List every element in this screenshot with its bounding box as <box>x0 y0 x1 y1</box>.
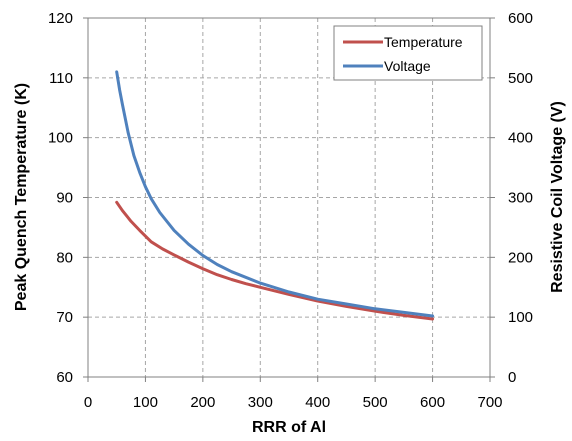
x-tick-label: 400 <box>305 394 330 411</box>
series-line-voltage <box>115 70 435 318</box>
series-lines <box>115 70 435 321</box>
y-right-tick-label: 500 <box>508 70 533 87</box>
y-left-tick-labels: 60 70 80 90 100 110 120 <box>48 10 88 386</box>
x-axis-title: RRR of Al <box>252 419 326 436</box>
x-tick-label: 300 <box>248 394 273 411</box>
legend-label-voltage: Voltage <box>384 58 431 74</box>
y-right-tick-label: 300 <box>508 190 533 207</box>
legend-label-temperature: Temperature <box>384 34 463 50</box>
y-right-tick-labels: 0 100 200 300 400 500 600 <box>490 10 533 386</box>
y-left-tick-label: 80 <box>56 249 73 266</box>
y-left-tick-label: 90 <box>56 190 73 207</box>
legend: Temperature Voltage <box>333 25 483 81</box>
y-right-axis-title: Resistive Coil Voltage (V) <box>549 101 566 293</box>
x-tick-label: 600 <box>420 394 445 411</box>
y-left-tick-label: 100 <box>48 130 73 147</box>
y-right-tick-label: 0 <box>508 369 516 386</box>
x-tick-label: 100 <box>133 394 158 411</box>
y-right-tick-label: 100 <box>508 309 533 326</box>
y-left-axis-title: Peak Quench Temperature (K) <box>13 83 30 311</box>
x-tick-label: 0 <box>84 394 92 411</box>
y-right-tick-label: 400 <box>508 130 533 147</box>
y-right-tick-label: 600 <box>508 10 533 27</box>
legend-box <box>333 25 483 81</box>
x-tick-label: 200 <box>190 394 215 411</box>
series-line-temperature <box>115 200 435 321</box>
y-left-tick-label: 110 <box>49 70 73 87</box>
x-tick-label: 500 <box>363 394 388 411</box>
y-left-tick-label: 120 <box>48 10 73 27</box>
y-left-tick-label: 60 <box>56 369 73 386</box>
x-tick-labels: 0 100 200 300 400 500 600 700 <box>84 377 503 411</box>
y-right-tick-label: 200 <box>508 249 533 266</box>
x-tick-label: 700 <box>477 394 502 411</box>
y-left-tick-label: 70 <box>56 309 73 326</box>
